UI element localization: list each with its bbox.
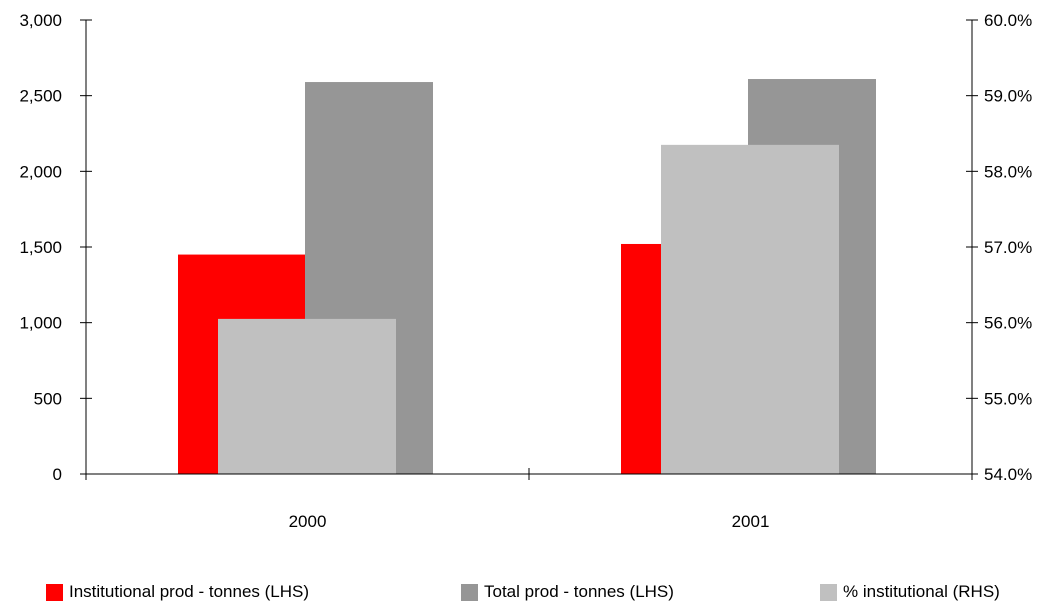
legend-swatch-institutional <box>46 583 63 601</box>
legend-item-total: Total prod - tonnes (LHS) <box>461 582 674 602</box>
legend-swatch-percent <box>820 583 837 601</box>
right-tick-label: 56.0% <box>984 314 1032 333</box>
x-tick-label-2001: 2001 <box>732 512 770 531</box>
right-tick-label: 59.0% <box>984 87 1032 106</box>
axes-layer <box>80 19 978 480</box>
right-tick-label: 57.0% <box>984 238 1032 257</box>
legend-label-institutional: Institutional prod - tonnes (LHS) <box>69 582 310 601</box>
legend-swatch-total <box>461 583 478 601</box>
bar-percent-institutional-2001 <box>661 144 839 474</box>
legend-label-total: Total prod - tonnes (LHS) <box>484 582 674 601</box>
right-tick-label: 54.0% <box>984 465 1032 484</box>
x-tick-label-2000: 2000 <box>289 512 327 531</box>
right-tick-label: 55.0% <box>984 389 1032 408</box>
bar-percent-institutional-2000 <box>218 318 396 474</box>
left-tick-label: 2,000 <box>19 162 62 181</box>
left-tick-label: 1,000 <box>19 314 62 333</box>
left-tick-label: 1,500 <box>19 238 62 257</box>
legend-item-percent: % institutional (RHS) <box>820 582 1000 602</box>
legend-label-percent: % institutional (RHS) <box>843 582 1000 601</box>
left-tick-label: 2,500 <box>19 87 62 106</box>
left-tick-label: 0 <box>53 465 62 484</box>
legend-item-institutional: Institutional prod - tonnes (LHS) <box>46 582 309 602</box>
bars-layer <box>178 79 876 475</box>
labels-layer: 0 500 1,000 1,500 2,000 2,500 3,000 54.0% 55.0% 5… <box>19 11 1032 531</box>
left-tick-label: 500 <box>34 389 62 408</box>
right-tick-label: 60.0% <box>984 11 1032 30</box>
right-tick-label: 58.0% <box>984 162 1032 181</box>
left-tick-label: 3,000 <box>19 11 62 30</box>
